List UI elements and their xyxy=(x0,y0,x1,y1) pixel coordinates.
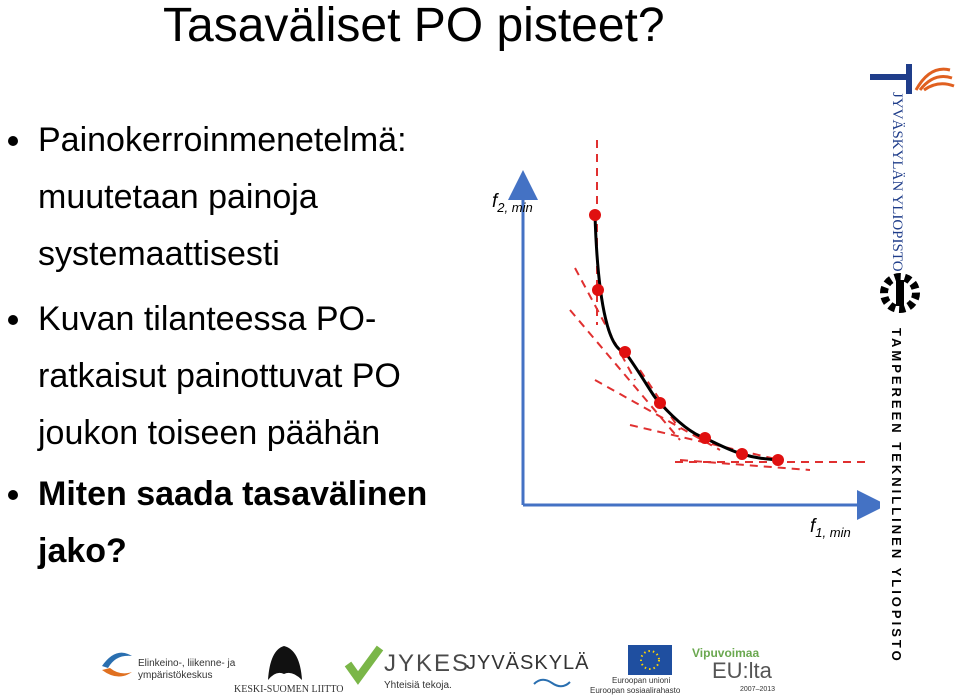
jyu-logo-mark xyxy=(870,64,955,94)
jyvaskyla-wave xyxy=(533,678,571,688)
bullet-line: joukon toiseen päähän xyxy=(38,414,381,452)
bullet: Miten saada tasavälinen jako? xyxy=(0,466,427,580)
ksl-mark xyxy=(268,646,302,680)
bullet: Painokerroinmenetelmä: muutetaan painoja s… xyxy=(0,112,407,283)
period-text: 2007–2013 xyxy=(740,686,776,693)
slide-title: Tasaväliset PO pisteet? xyxy=(163,0,665,52)
ksl-text: KESKI-SUOMEN LIITTO xyxy=(234,684,344,695)
bullet-line: Painokerroinmenetelmä: xyxy=(38,121,407,159)
bullet-line: systemaattisesti xyxy=(38,235,280,273)
eu-flag xyxy=(628,645,672,675)
x-axis-label: f1, min xyxy=(810,516,851,540)
jyu-name: JYVÄSKYLÄN YLIOPISTO xyxy=(889,92,905,272)
jykes-mark xyxy=(344,645,384,685)
jykes-text: JYKES xyxy=(384,650,471,677)
eu-text: Euroopan unioni xyxy=(612,676,671,685)
eulta-text: EU:lta xyxy=(712,658,772,683)
eu-text: Euroopan sosiaalirahasto xyxy=(590,686,681,695)
pareto-curve xyxy=(593,214,779,462)
pareto-points xyxy=(589,209,784,466)
bullet-line: jako? xyxy=(38,532,127,570)
jykes-slogan: Yhteisiä tekoja. xyxy=(384,680,452,691)
tut-logo-mark xyxy=(880,273,920,313)
jyvaskyla-text: JYVÄSKYLÄ xyxy=(466,652,590,674)
vipuvoimaa-text: Vipuvoimaa xyxy=(692,646,760,660)
bullet-dot xyxy=(8,136,18,146)
bullet-line: muutetaan painoja xyxy=(38,178,318,216)
ely-mark xyxy=(102,652,132,677)
bullet-line: ratkaisut painottuvat PO xyxy=(38,357,401,395)
pareto-figure: f2, min f1, min xyxy=(492,140,880,540)
tut-name: TAMPEREEN TEKNILLINEN YLIOPISTO xyxy=(889,328,904,664)
tangent-lines xyxy=(569,140,865,471)
bullet-line: Miten saada tasavälinen xyxy=(38,475,428,513)
ely-text: ympäristökeskus xyxy=(138,670,213,681)
bullet: Kuvan tilanteessa PO-ratkaisut painottuv… xyxy=(0,291,401,462)
bullet-dot xyxy=(8,315,18,325)
y-axis-label: f2, min xyxy=(492,191,533,215)
ely-text: Elinkeino-, liikenne- ja xyxy=(138,658,236,669)
bullet-line: Kuvan tilanteessa PO- xyxy=(38,300,377,338)
bullet-dot xyxy=(8,490,18,500)
